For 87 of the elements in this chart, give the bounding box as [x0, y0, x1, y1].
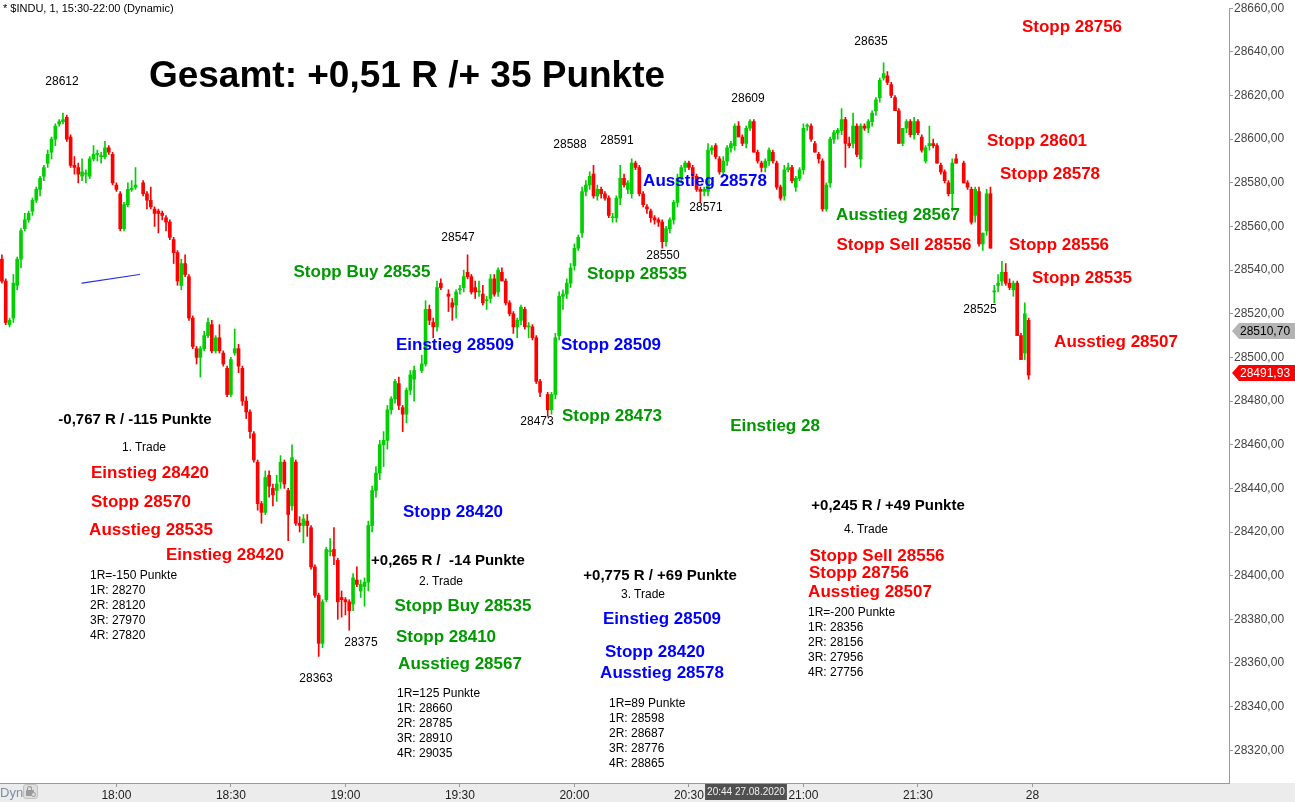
annotation: 28547 [441, 230, 476, 245]
y-tick-label: 28580,00 [1234, 175, 1285, 190]
y-tick-label: 28380,00 [1234, 611, 1285, 626]
text: 28491,93 [1240, 365, 1291, 380]
text: Gesamt: +0,51 R /+ 35 Punkte [148, 54, 666, 96]
annotation: 28375 [344, 635, 379, 650]
annotation: Stopp 28420 [604, 641, 706, 661]
text: 20:44 27.08.2020 [707, 786, 786, 798]
annotation: 28609 [731, 91, 766, 106]
annotation: Ausstieg 28567 [836, 204, 960, 224]
annotation: Stopp Buy 28535 [394, 595, 532, 615]
y-tick-label: 28640,00 [1234, 44, 1285, 59]
x-tick-label: 20:30 [673, 787, 705, 802]
annotation: Ausstieg 28507 [808, 581, 932, 601]
x-tick-label: 21:00 [788, 787, 819, 802]
y-tick-label: 28360,00 [1234, 655, 1285, 670]
y-tick-label: 28440,00 [1234, 480, 1285, 495]
y-tick-label: 28520,00 [1234, 306, 1285, 321]
annotation: Stopp 28570 [90, 491, 192, 511]
annotation: Ausstieg 28567 [398, 653, 522, 673]
annotation: 28363 [299, 671, 334, 686]
candlestick [232, 328, 237, 356]
annotation: -0,767 R / -115 Punkte [58, 410, 212, 428]
annotation: Einstieg 28 [730, 415, 820, 435]
annotation: Ausstieg 28578 [600, 662, 724, 682]
annotation: 28473 [520, 414, 555, 429]
annotation: Stopp 28473 [561, 405, 663, 425]
annotation: Stopp 28578 [999, 163, 1101, 183]
annotation: +0,245 R / +49 Punkte [811, 496, 965, 514]
annotation: 28550 [646, 248, 681, 263]
annotation: 2. Trade [418, 574, 464, 589]
annotation: 1R=89 Punkte 1R: 28598 2R: 28687 3R: 28776 4R: 28865 [609, 696, 686, 771]
y-tick-label: 28600,00 [1234, 131, 1285, 146]
text: 28510,70 [1240, 323, 1291, 338]
annotation: 4. Trade [843, 522, 889, 537]
annotation: Stopp Buy 28535 [293, 261, 431, 281]
annotation: Ausstieg 28507 [1054, 331, 1178, 351]
y-tick-label: 28340,00 [1234, 698, 1285, 713]
y-tick-label: 28400,00 [1234, 567, 1285, 582]
annotation: 28612 [45, 74, 80, 89]
y-tick-label: 28560,00 [1234, 218, 1285, 233]
annotation: 28571 [689, 200, 724, 215]
y-tick-label: 28500,00 [1234, 349, 1285, 364]
annotation: Ausstieg 28535 [89, 519, 213, 539]
annotation: Einstieg 28509 [602, 608, 722, 628]
annotation: Stopp 28535 [1031, 267, 1133, 287]
annotation: Stopp Sell 28556 [836, 234, 972, 254]
x-tick-label: 18:00 [101, 787, 132, 802]
annotation: 1R=125 Punkte 1R: 28660 2R: 28785 3R: 28910 4R: 29035 [397, 686, 481, 761]
candlestick [99, 151, 103, 164]
y-tick-label: 28620,00 [1234, 87, 1285, 102]
annotation: 28588 [553, 137, 588, 152]
annotation: Stopp 28601 [986, 130, 1088, 150]
annotation: 28635 [854, 34, 889, 49]
x-tick-label: 20:00 [559, 787, 590, 802]
dyn-label: Dyn [0, 785, 24, 800]
annotation: 1R=-150 Punkte 1R: 28270 2R: 28120 3R: 27970 4R: 27820 [90, 568, 178, 643]
annotation: Stopp 28556 [1008, 234, 1110, 254]
annotation: 1. Trade [121, 440, 167, 455]
annotation: 28591 [600, 133, 635, 148]
x-tick-label: 18:30 [215, 787, 247, 802]
x-tick-label: 19:30 [444, 787, 476, 802]
annotation: Stopp 28535 [586, 263, 688, 283]
annotation: Stopp Sell 28556 [809, 545, 945, 565]
annotation: Stopp 28509 [560, 334, 662, 354]
candlestick [80, 158, 84, 181]
annotation: Stopp 28756 [1021, 16, 1123, 36]
y-tick-label: 28540,00 [1234, 262, 1285, 277]
annotation: 1R=-200 Punkte 1R: 28356 2R: 28156 3R: 27956 4R: 27756 [808, 605, 896, 680]
y-tick-label: 28480,00 [1234, 393, 1285, 408]
x-tick-label: 19:00 [330, 787, 361, 802]
annotation: Stopp 28410 [395, 626, 497, 646]
chart-title: * $INDU, 1, 15:30-22:00 (Dynamic) [3, 2, 174, 15]
annotation: 28525 [963, 302, 998, 317]
x-tick-label: 28 [1025, 787, 1040, 802]
y-tick-label: 28320,00 [1234, 742, 1285, 757]
annotation: Stopp 28420 [402, 501, 504, 521]
candlestick [95, 149, 100, 162]
y-tick-label: 28660,00 [1234, 0, 1285, 15]
annotation: +0,775 R / +69 Punkte [583, 566, 737, 584]
annotation: Einstieg 28420 [90, 462, 210, 482]
y-tick-label: 28460,00 [1234, 437, 1285, 452]
x-tick-label: 21:30 [902, 787, 934, 802]
annotation: +0,265 R / -14 Punkte [371, 551, 525, 569]
annotation: 3. Trade [620, 587, 666, 602]
annotation: Einstieg 28420 [165, 544, 285, 564]
y-tick-label: 28420,00 [1234, 524, 1285, 539]
